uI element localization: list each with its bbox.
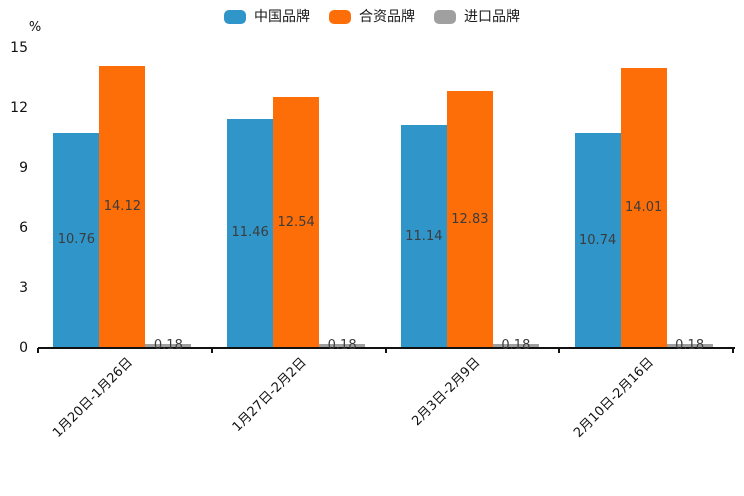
- y-axis-tick-label: 9: [19, 160, 28, 176]
- x-axis-category-label: 2月10日-2月16日: [570, 355, 657, 441]
- x-axis-category-label: 1月27日-2月2日: [229, 355, 310, 435]
- bar-value-label: 14.12: [103, 198, 141, 214]
- bar-value-label: 0.18: [501, 338, 531, 354]
- y-axis-tick-label: 15: [10, 40, 28, 56]
- legend-swatch-import-brand-icon: [434, 10, 456, 24]
- x-axis-tick: [210, 348, 213, 353]
- bar-value-label: 14.01: [625, 199, 663, 215]
- x-axis-tick: [732, 348, 734, 353]
- bar-joint-venture-brand-period-4[interactable]: [620, 67, 667, 348]
- bar-joint-venture-brand-period-2[interactable]: [273, 97, 320, 348]
- bar-import-brand-period-1[interactable]: [145, 344, 192, 348]
- legend-label-china-brand: 中国品牌: [254, 9, 310, 25]
- bar-import-brand-period-4[interactable]: [666, 344, 713, 348]
- y-axis-tick-label: 12: [10, 100, 28, 116]
- bar-china-brand-period-3[interactable]: [400, 125, 447, 348]
- x-axis-category-label: 1月20日-1月26日: [49, 355, 136, 441]
- bar-value-label: 12.54: [277, 214, 315, 230]
- legend-label-import-brand: 进口品牌: [464, 9, 520, 25]
- legend-label-joint-venture-brand: 合资品牌: [359, 9, 415, 25]
- y-axis-tick-label: 6: [19, 220, 28, 236]
- bar-china-brand-period-2[interactable]: [227, 118, 274, 348]
- bar-joint-venture-brand-period-3[interactable]: [446, 91, 493, 348]
- bar-china-brand-period-4[interactable]: [574, 133, 621, 348]
- bar-import-brand-period-2[interactable]: [319, 344, 366, 348]
- bar-value-label: 11.14: [405, 228, 443, 244]
- legend-swatch-joint-venture-brand-icon: [329, 10, 351, 24]
- bar-value-label: 10.74: [579, 232, 617, 248]
- bar-import-brand-period-3[interactable]: [492, 344, 539, 348]
- legend-swatch-china-brand-icon: [224, 10, 246, 24]
- chart-legend: 中国品牌 合资品牌 进口品牌: [0, 8, 744, 26]
- bar-joint-venture-brand-period-1[interactable]: [99, 65, 146, 348]
- x-axis-line: [38, 347, 735, 349]
- y-axis-tick-label: 0: [19, 340, 28, 356]
- legend-item-import-brand[interactable]: 进口品牌: [434, 9, 520, 25]
- legend-item-china-brand[interactable]: 中国品牌: [224, 9, 310, 25]
- x-axis-category-label: 2月3日-2月9日: [408, 355, 483, 430]
- bar-value-label: 0.18: [675, 338, 705, 354]
- x-axis-tick: [37, 348, 39, 353]
- bar-value-label: 11.46: [231, 225, 269, 241]
- bar-china-brand-period-1[interactable]: [53, 132, 100, 348]
- x-axis-tick: [384, 348, 387, 353]
- bar-value-label: 10.76: [57, 232, 95, 248]
- legend-item-joint-venture-brand[interactable]: 合资品牌: [329, 9, 415, 25]
- bar-value-label: 12.83: [451, 211, 489, 227]
- bar-value-label: 0.18: [153, 338, 183, 354]
- x-axis-tick: [558, 348, 561, 353]
- bar-value-label: 0.18: [327, 338, 357, 354]
- y-axis-tick-label: 3: [19, 280, 28, 296]
- y-axis-unit-label: %: [28, 20, 42, 35]
